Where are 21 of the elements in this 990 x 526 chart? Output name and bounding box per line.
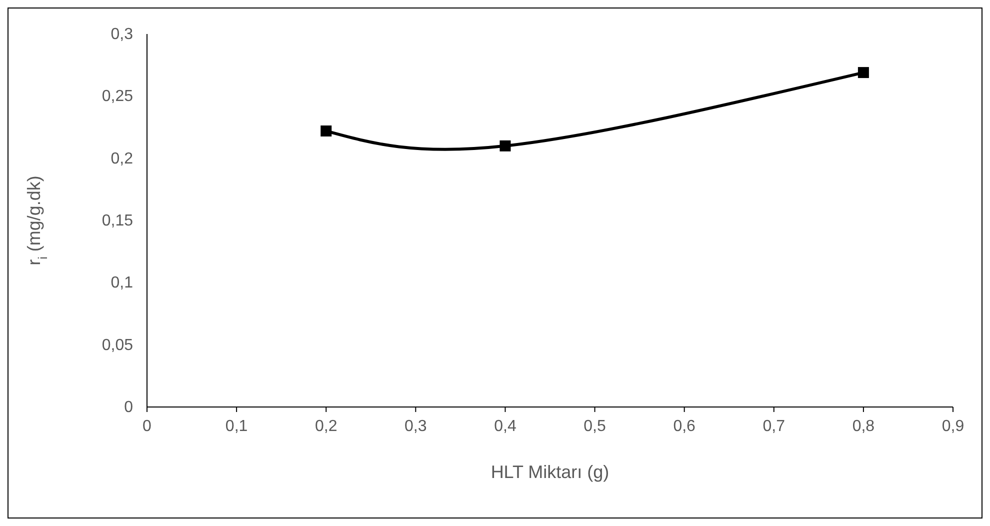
x-tick-label: 0,5 (584, 418, 606, 435)
x-axis-title: HLT Miktarı (g) (490, 462, 610, 482)
y-tick-label: 0,05 (102, 336, 134, 354)
y-tick-label: 0,3 (110, 26, 134, 43)
y-tick-label: 0,25 (102, 88, 134, 106)
x-tick-label: 0,1 (225, 418, 248, 435)
point (500, 140, 511, 152)
x-tick-label: 0,6 (673, 418, 696, 435)
x-tick-label: 0,2 (314, 418, 338, 435)
y-tick-label: 0,15 (102, 212, 134, 230)
x-tick-label: 0,4 (494, 418, 516, 435)
x-tick-label: 0,8 (852, 418, 875, 435)
y-tick-label: 0,1 (110, 274, 134, 292)
x-tick-label: 0,7 (762, 418, 786, 435)
x-tick-label: 0,3 (404, 418, 427, 435)
x-tick-label: 0 (142, 418, 152, 435)
y-tick-label: 0 (124, 399, 134, 416)
point (320, 125, 332, 136)
y-tick-label: 0,2 (110, 150, 134, 168)
x-tick-label: 0,9 (942, 418, 964, 435)
point (858, 67, 869, 78)
